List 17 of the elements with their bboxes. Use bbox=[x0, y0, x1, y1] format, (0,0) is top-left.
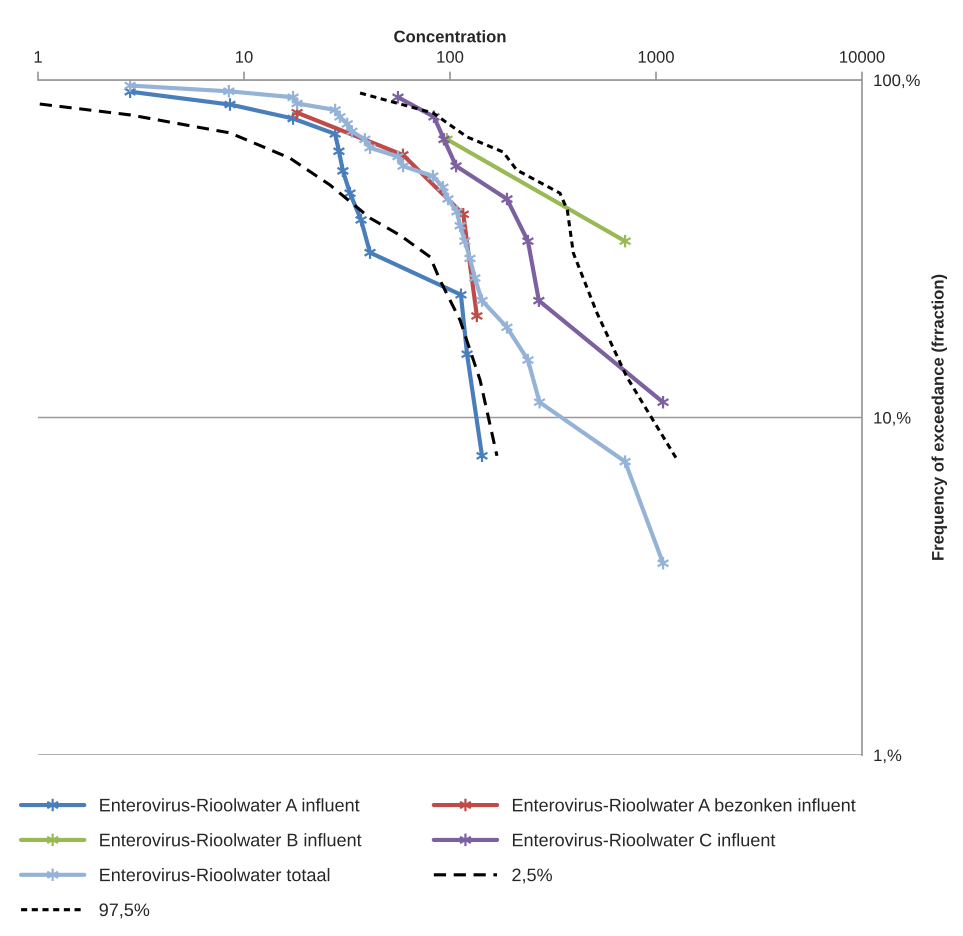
legend-label: 97,5% bbox=[100, 903, 150, 918]
y-tick-label: 100,% bbox=[874, 74, 920, 88]
x-axis-title: Concentration bbox=[394, 30, 506, 42]
y-tick-label: 10,% bbox=[874, 412, 911, 426]
legend-label: Enterovirus-Rioolwater B influent bbox=[100, 833, 362, 846]
x-tick-label: 100 bbox=[437, 51, 464, 63]
y-axis-title: Frequency of exceedance (frraction) bbox=[931, 274, 948, 560]
legend-label: Enterovirus-Rioolwater A influent bbox=[100, 798, 360, 812]
x-tick-label: 10000 bbox=[840, 51, 885, 63]
x-tick-label: 1 bbox=[34, 51, 42, 63]
legend-label: 2,5% bbox=[512, 868, 552, 884]
legend-label: Enterovirus-Rioolwater A bezonken influent bbox=[512, 798, 856, 812]
x-tick-label: 1000 bbox=[638, 51, 674, 63]
x-tick-label: 10 bbox=[236, 51, 253, 63]
legend-label: Enterovirus-Rioolwater totaal bbox=[100, 868, 330, 882]
y-tick-label: 1,% bbox=[874, 749, 902, 764]
legend-label: Enterovirus-Rioolwater C influent bbox=[512, 833, 776, 846]
